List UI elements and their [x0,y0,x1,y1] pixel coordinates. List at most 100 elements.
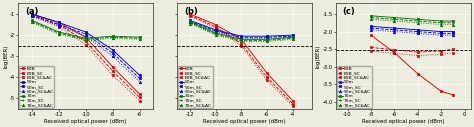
B2B_SC&AC [187,15,193,17]
B2B [415,73,420,75]
50m_SC&AC [83,35,89,37]
50m [187,20,193,21]
70m [187,21,193,22]
B2B_SC [415,51,420,53]
70m_SC&AC [83,40,89,41]
70m [213,32,219,34]
B2B_SC&AC [56,26,62,27]
50m_SC [290,35,295,37]
Line: 50m_SC&AC: 50m_SC&AC [30,15,141,83]
B2B_SC [29,14,35,16]
70m [450,20,456,22]
50m_SC&AC [29,15,35,17]
B2B_SC&AC [264,80,270,81]
50m [56,22,62,23]
50m_SC [450,33,456,34]
B2B [29,13,35,15]
B2B [213,24,219,25]
B2B [187,13,193,15]
50m_SC&AC [392,31,397,32]
B2B [290,100,295,101]
B2B_SC&AC [392,53,397,54]
Line: B2B_SC&AC: B2B_SC&AC [370,50,454,57]
50m_SC [238,36,244,38]
B2B_SC&AC [368,50,374,52]
70m_SC [110,36,116,38]
B2B_SC [83,41,89,42]
50m_SC&AC [187,22,193,23]
70m [415,19,420,20]
X-axis label: Received optical power (dBm): Received optical power (dBm) [203,118,286,124]
Legend: B2B, B2B_SC, B2B_SC&AC, 50m, 50m_SC, 50m_SC&AC, 70m, 70m_SC, 70m_SC&AC: B2B, B2B_SC, B2B_SC&AC, 50m, 50m_SC, 50m… [337,66,372,108]
B2B [137,93,142,95]
50m_SC&AC [264,37,270,39]
Line: 70m_SC: 70m_SC [30,20,141,41]
X-axis label: Received optical power (dBm): Received optical power (dBm) [362,118,445,124]
Line: 70m: 70m [189,20,294,41]
B2B [238,39,244,40]
Line: 70m: 70m [30,19,141,39]
B2B_SC&AC [29,15,35,17]
70m_SC [137,37,142,39]
B2B_SC&AC [238,45,244,46]
50m [450,31,456,32]
50m_SC [438,33,444,34]
50m_SC&AC [137,81,142,82]
50m [29,13,35,15]
50m_SC [187,21,193,22]
Line: 70m: 70m [370,14,454,22]
B2B_SC&AC [137,100,142,101]
70m [264,39,270,40]
50m_SC&AC [213,31,219,33]
70m [368,15,374,17]
Line: 50m_SC: 50m_SC [189,20,294,38]
Legend: B2B, B2B_SC, B2B_SC&AC, 50m, 50m_SC, 50m_SC&AC, 70m, 70m_SC, 70m_SC&AC: B2B, B2B_SC, B2B_SC&AC, 50m, 50m_SC, 50m… [19,66,54,108]
50m_SC [110,52,116,54]
50m_SC [29,14,35,16]
Line: 70m_SC&AC: 70m_SC&AC [370,18,454,26]
Text: (a): (a) [25,7,38,16]
Line: B2B: B2B [189,13,294,102]
70m_SC [290,37,295,39]
Line: B2B_SC: B2B_SC [189,14,294,105]
70m [238,39,244,40]
70m_SC [368,17,374,18]
70m [438,20,444,22]
70m_SC&AC [415,22,420,24]
70m [392,17,397,18]
50m_SC [83,33,89,35]
B2B_SC [187,14,193,16]
50m [415,29,420,31]
70m_SC&AC [238,41,244,42]
Y-axis label: log(BER): log(BER) [3,45,9,68]
70m_SC&AC [56,33,62,35]
B2B_SC&AC [110,74,116,76]
Line: 50m_SC: 50m_SC [30,14,141,80]
Line: 50m: 50m [370,25,454,33]
B2B [392,52,397,53]
50m_SC&AC [290,36,295,38]
70m_SC&AC [213,34,219,36]
B2B [264,72,270,74]
B2B [368,34,374,36]
70m_SC [264,40,270,41]
70m_SC [415,20,420,22]
70m_SC [56,32,62,34]
50m_SC&AC [56,25,62,26]
Line: 50m_SC&AC: 50m_SC&AC [189,21,294,39]
B2B_SC [238,43,244,44]
50m_SC [137,78,142,79]
Line: 50m_SC: 50m_SC [370,27,454,35]
70m_SC [83,39,89,40]
B2B_SC&AC [415,55,420,56]
50m_SC [56,24,62,25]
70m_SC&AC [137,39,142,40]
50m [238,35,244,37]
70m_SC [392,19,397,20]
50m_SC&AC [438,34,444,36]
70m [137,36,142,38]
70m_SC&AC [450,24,456,25]
70m_SC [213,33,219,35]
B2B_SC [392,49,397,51]
70m_SC [438,22,444,24]
